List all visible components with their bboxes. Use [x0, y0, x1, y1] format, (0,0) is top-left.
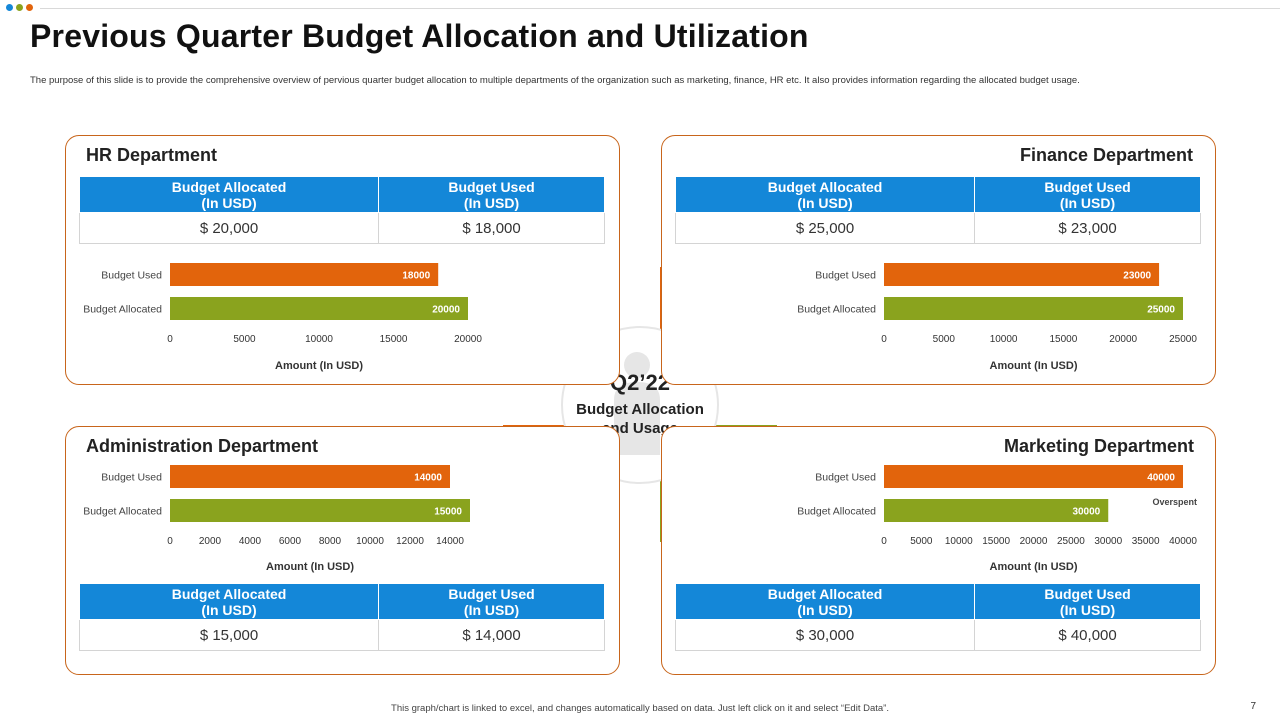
tick-label: 15000: [1049, 334, 1077, 345]
header-used: Budget Used (In USD): [974, 176, 1201, 213]
bar-allocated: [884, 499, 1109, 522]
chart-finance: Budget Used 23000 Budget Allocated 25000 0 50…: [797, 263, 1197, 372]
x-axis-label: Amount (In USD): [990, 360, 1078, 372]
page-description: The purpose of this slide is to provide …: [30, 75, 1080, 86]
tick-label: 10000: [945, 536, 973, 547]
center-label: Q2’22 Budget Allocation and Usage: [563, 370, 717, 438]
data-label: 25000: [1147, 305, 1175, 316]
top-divider: [40, 8, 1280, 9]
center-subtitle: Budget Allocation and Usage: [576, 401, 704, 437]
header-used: Budget Used (In USD): [974, 583, 1201, 620]
tick-label: 8000: [319, 536, 342, 547]
bar-used: [170, 465, 450, 488]
header-used: Budget Used (In USD): [378, 176, 605, 213]
data-label: 23000: [1123, 271, 1151, 282]
value-used: $ 14,000: [378, 619, 605, 651]
overspent-label: Overspent: [1152, 497, 1197, 507]
category-label: Budget Allocated: [797, 506, 876, 518]
person-watermark-icon: [614, 352, 660, 455]
chart-hr: Budget Used 18000 Budget Allocated 20000 0 50…: [83, 263, 482, 372]
page-number: 7: [1250, 701, 1256, 712]
category-label: Budget Allocated: [797, 304, 876, 316]
tick-label: 35000: [1132, 536, 1160, 547]
bar-used: [884, 263, 1160, 286]
panel-title-finance: Finance Department: [1019, 145, 1193, 165]
tick-label: 5000: [233, 334, 256, 345]
data-label: 20000: [432, 305, 460, 316]
header-allocated: Budget Allocated (In USD): [674, 176, 976, 213]
tick-label: 14000: [436, 536, 464, 547]
tick-label: 12000: [396, 536, 424, 547]
tick-label: 25000: [1057, 536, 1085, 547]
tick-label: 6000: [279, 536, 302, 547]
dot-orange: [26, 4, 33, 11]
table-marketing: Budget Allocated (In USD) Budget Used (I…: [674, 583, 1201, 651]
tick-label: 20000: [454, 334, 482, 345]
tick-label: 30000: [1094, 536, 1122, 547]
x-axis-label: Amount (In USD): [990, 561, 1078, 573]
category-label: Budget Used: [101, 270, 162, 282]
center-quarter: Q2’22: [610, 370, 670, 395]
table-admin: Budget Allocated (In USD) Budget Used (I…: [78, 583, 605, 651]
tick-label: 2000: [199, 536, 222, 547]
bar-allocated: [884, 297, 1183, 320]
table-hr: Budget Allocated (In USD) Budget Used (I…: [78, 176, 605, 244]
panel-title-marketing: Marketing Department: [1003, 436, 1194, 456]
tick-label: 20000: [1109, 334, 1137, 345]
tick-label: 10000: [990, 334, 1018, 345]
dot-green: [16, 4, 23, 11]
category-label: Budget Used: [815, 472, 876, 484]
chart-admin: Budget Used 14000 Budget Allocated 15000 0 20…: [83, 465, 470, 573]
tick-label: 40000: [1169, 536, 1197, 547]
tick-label: 15000: [982, 536, 1010, 547]
tick-label: 0: [881, 536, 887, 547]
data-label: 30000: [1072, 507, 1100, 518]
bar-used: [170, 263, 439, 286]
tick-label: 10000: [305, 334, 333, 345]
tick-label: 5000: [933, 334, 956, 345]
chart-marketing: Budget Used 40000 Budget Allocated 30000 0 50…: [797, 465, 1197, 573]
dot-blue: [6, 4, 13, 11]
panel-title-hr: HR Department: [86, 145, 218, 165]
x-axis-label: Amount (In USD): [266, 561, 354, 573]
footer-note: This graph/chart is linked to excel, and…: [391, 703, 889, 714]
value-allocated: $ 30,000: [674, 619, 976, 651]
header-used: Budget Used (In USD): [378, 583, 605, 620]
value-allocated: $ 25,000: [674, 212, 976, 244]
category-label: Budget Allocated: [83, 304, 162, 316]
category-label: Budget Used: [101, 472, 162, 484]
page-title: Previous Quarter Budget Allocation and U…: [30, 18, 809, 54]
value-used: $ 40,000: [974, 619, 1201, 651]
value-used: $ 18,000: [378, 212, 605, 244]
category-label: Budget Allocated: [83, 506, 162, 518]
data-label: 14000: [414, 473, 442, 484]
tick-label: 10000: [356, 536, 384, 547]
table-finance: Budget Allocated (In USD) Budget Used (I…: [674, 176, 1201, 244]
panel-title-admin: Administration Department: [86, 436, 319, 456]
header-allocated: Budget Allocated (In USD): [674, 583, 976, 620]
data-label: 40000: [1147, 473, 1175, 484]
bar-allocated: [170, 297, 468, 320]
x-axis-label: Amount (In USD): [275, 360, 363, 372]
tick-label: 0: [167, 334, 173, 345]
tick-label: 5000: [910, 536, 933, 547]
value-allocated: $ 15,000: [78, 619, 380, 651]
bar-used: [884, 465, 1183, 488]
bar-allocated: [170, 499, 470, 522]
data-label: 15000: [434, 507, 462, 518]
header-allocated: Budget Allocated (In USD): [78, 583, 380, 620]
tick-label: 4000: [239, 536, 262, 547]
tick-label: 25000: [1169, 334, 1197, 345]
tick-label: 20000: [1020, 536, 1048, 547]
tick-label: 0: [881, 334, 887, 345]
tick-label: 0: [167, 536, 173, 547]
tick-label: 15000: [380, 334, 408, 345]
value-allocated: $ 20,000: [78, 212, 380, 244]
data-label: 18000: [402, 271, 430, 282]
category-label: Budget Used: [815, 270, 876, 282]
window-dots: [6, 4, 33, 11]
header-allocated: Budget Allocated (In USD): [78, 176, 380, 213]
value-used: $ 23,000: [974, 212, 1201, 244]
